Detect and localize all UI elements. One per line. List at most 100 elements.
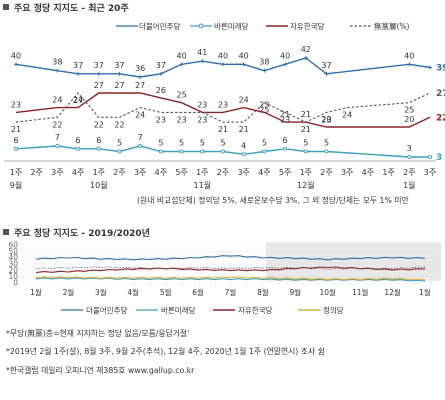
data-label-none: 22: [94, 120, 104, 129]
data-label-liberty: 23: [11, 100, 21, 109]
note-3: *한국갤럽 데일리 오피니언 제385호 www.gallup.co.kr: [6, 365, 195, 375]
data-label-bareun: 6: [76, 136, 81, 145]
point-bareun: [179, 149, 184, 154]
data-label-liberty: 21: [301, 110, 311, 119]
point-minjoo: [55, 68, 60, 73]
data-label-bareun: 5: [200, 139, 205, 148]
series2-line-minjoo: [35, 255, 426, 261]
x-tick-week: 3주: [341, 168, 353, 177]
point-minjoo: [76, 71, 81, 76]
legend2-label-bareun: 바른미래당: [161, 305, 196, 315]
x-tick-week: 3주: [134, 168, 146, 177]
chart1-title-marker: [3, 4, 9, 10]
point-bareun: [76, 146, 81, 151]
x-tick-month2: 10월: [320, 287, 337, 297]
data-label-bareun: 6: [13, 136, 18, 145]
data-label-bareun: 5: [324, 139, 329, 148]
chart1-header: 주요 정당 지지도 - 최근 20주: [3, 2, 129, 14]
data-label-liberty: 27: [94, 81, 104, 90]
data-label-minjoo: 37: [114, 61, 124, 70]
y-tick-label: 60: [8, 241, 18, 250]
data-label-bareun: 4: [241, 141, 246, 150]
data-label-liberty: 25: [177, 91, 187, 100]
data-label-none: 25: [404, 106, 414, 115]
data-label-minjoo: 38: [52, 58, 62, 67]
x-tick-week: 1주: [382, 168, 394, 177]
point-bareun: [158, 149, 163, 154]
point-bareun: [324, 149, 329, 154]
data-label-minjoo: 37: [156, 61, 166, 70]
chart2-x-ticks: 1월 2월 3월 4월 5월 6월 7월 8월 9월 10월 11월 12월 1월: [30, 287, 431, 297]
x-tick-week: 2주: [30, 168, 42, 177]
chart2-plot: [35, 255, 426, 282]
chart2-legend: 더불어민주당 바른미래당 자유한국당 정의당: [61, 305, 344, 315]
point-bareun: [262, 149, 267, 154]
y-tick-label: 30: [8, 260, 18, 269]
legend2-label-minjoo: 더불어민주당: [86, 305, 127, 315]
point-bareun: [407, 154, 412, 160]
data-label-none: 24: [342, 111, 352, 120]
x-tick-month2: 1월: [419, 287, 431, 297]
legend-marker-bareun: [198, 23, 204, 29]
x-tick-month2: 1월: [30, 287, 42, 297]
data-label-minjoo: 40: [239, 51, 249, 60]
y-tick-label: 10: [8, 272, 18, 281]
x-tick-week: 3주: [237, 168, 249, 177]
x-tick-week: 4주: [155, 168, 167, 177]
data-label-none: 23: [177, 115, 187, 124]
x-tick-month: 10월: [90, 180, 108, 190]
x-tick-week: 4주: [362, 168, 374, 177]
data-label-none: 23: [197, 115, 207, 124]
data-label-minjoo: 40: [218, 51, 228, 60]
point-bareun: [96, 146, 101, 151]
point-bareun: [138, 143, 143, 149]
data-label-liberty: 21: [280, 110, 290, 119]
legend-label-minjoo: 더불어민주당: [139, 21, 180, 31]
y-tick-label: 0: [13, 279, 18, 288]
note-1: *무당(無黨)층=현재 지지하는 정당 없음/모름/응답거절': [6, 328, 189, 338]
data-label-none: 25: [259, 106, 269, 115]
data-label-liberty: 27: [114, 81, 124, 90]
data-label-bareun: 3: [436, 153, 442, 163]
x-tick-month2: 11월: [352, 287, 369, 297]
chart2-header: 주요 정당 지지도 - 2019/2020년: [3, 227, 150, 239]
chart2-highlight-band: [266, 242, 441, 281]
note-2: *2019년 2월 1주(설), 8월 3주, 9월 2주(추석), 12월 4…: [6, 346, 325, 356]
point-minjoo: [324, 71, 329, 76]
data-label-bareun: 5: [117, 139, 122, 148]
data-label-minjoo: 42: [301, 45, 311, 54]
point-bareun: [200, 149, 205, 154]
x-tick-week: 1주: [93, 168, 105, 177]
data-label-none: 27: [73, 96, 83, 105]
data-label-minjoo: 37: [94, 61, 104, 70]
data-label-minjoo: 37: [73, 61, 83, 70]
data-label-liberty: 27: [135, 81, 145, 90]
x-tick-month2: 4월: [127, 287, 139, 297]
x-tick-month: 1월: [403, 180, 415, 190]
data-label-liberty: 20: [404, 115, 414, 124]
data-label-bareun: 3: [407, 144, 412, 153]
data-label-minjoo: 40: [280, 51, 290, 60]
data-label-liberty: 24: [73, 96, 83, 105]
point-minjoo: [262, 68, 267, 73]
data-label-bareun: 6: [96, 136, 101, 145]
x-tick-month: 9월: [10, 180, 22, 190]
y-tick-label: 20: [8, 266, 18, 275]
data-label-liberty: 23: [259, 100, 269, 109]
x-tick-week: 2주: [217, 168, 229, 177]
x-tick-month2: 5월: [160, 287, 172, 297]
legend-label-bareun: 바른미래당: [214, 21, 249, 31]
legend-label-none: 無黨層(%): [374, 21, 410, 31]
data-label-minjoo: 40: [11, 51, 21, 60]
x-tick-month2: 2월: [63, 287, 75, 297]
chart2-title-marker: [3, 229, 9, 235]
x-tick-week: 5주: [279, 168, 291, 177]
x-tick-week: 1주: [10, 168, 22, 177]
legend2-label-justice: 정의당: [323, 305, 344, 315]
chart1-plot: 4038373737363740414040384042374039676657…: [11, 45, 445, 163]
x-tick-month2: 7월: [225, 287, 237, 297]
series-line-none: [15, 92, 431, 123]
x-tick-month2: 6월: [192, 287, 204, 297]
legend2-label-liberty: 자유한국당: [238, 305, 273, 315]
data-label-none: 21: [218, 125, 228, 134]
